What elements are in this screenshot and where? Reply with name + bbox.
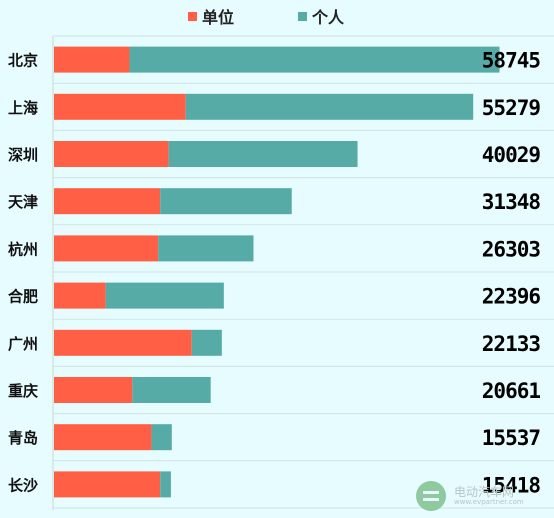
total-label: 26303 [482,237,541,261]
bar-segment-personal [191,329,222,356]
total-label: 31348 [482,190,541,214]
bar-segment-unit [54,377,133,403]
bar-segment-unit [54,424,152,451]
watermark-url: www.evpartner.com [454,497,524,506]
category-label: 杭州 [8,240,38,258]
category-label: 上海 [8,99,38,117]
legend-swatch-personal [298,12,307,21]
category-label: 青岛 [8,429,38,447]
bar-segment-unit [54,471,161,498]
bar-segment-unit [54,93,186,120]
watermark-logo-icon [416,481,446,511]
total-label: 22133 [482,332,541,356]
category-label: 合肥 [7,288,38,306]
bar-segment-personal [168,141,358,167]
bar-segment-personal [158,235,254,262]
category-label: 北京 [8,52,38,70]
bar-segment-unit [54,235,159,262]
watermark-name: 电动汽车网 [454,484,515,499]
bar-segment-unit [54,329,192,356]
bar-segment-unit [54,141,169,167]
bar-segment-personal [160,471,171,498]
category-label: 重庆 [8,382,38,400]
legend: 单位 个人 [188,8,345,27]
total-label: 40029 [482,143,541,167]
total-label: 55279 [482,96,541,120]
bars [54,46,500,498]
legend-swatch-unit [188,12,197,21]
gridlines [53,35,554,509]
total-label: 22396 [482,285,541,309]
category-label: 深圳 [8,146,38,164]
bar-segment-unit [54,46,130,73]
watermark-text: 电动汽车网 www.evpartner.com [454,484,524,507]
category-label: 广州 [8,335,38,353]
category-label: 长沙 [8,476,38,494]
total-label: 58745 [482,49,541,73]
bar-segment-unit [54,188,161,215]
total-label: 20661 [482,379,541,403]
bar-segment-personal [132,377,211,403]
total-label: 15537 [482,426,541,450]
total-label: 15418 [482,473,541,497]
legend-label-unit: 单位 [202,8,234,27]
bar-segment-unit [54,282,106,309]
bar-segment-personal [105,282,224,309]
watermark: 电动汽车网 www.evpartner.com [416,478,554,514]
legend-label-personal: 个人 [311,8,345,27]
bar-segment-personal [129,46,500,73]
bar-segment-personal [160,188,292,215]
bar-segment-personal [151,424,172,451]
total-labels: 58745 55279 40029 31348 26303 22396 22133 20661… [482,49,542,498]
category-label: 天津 [8,193,38,211]
bar-segment-personal [185,93,474,120]
